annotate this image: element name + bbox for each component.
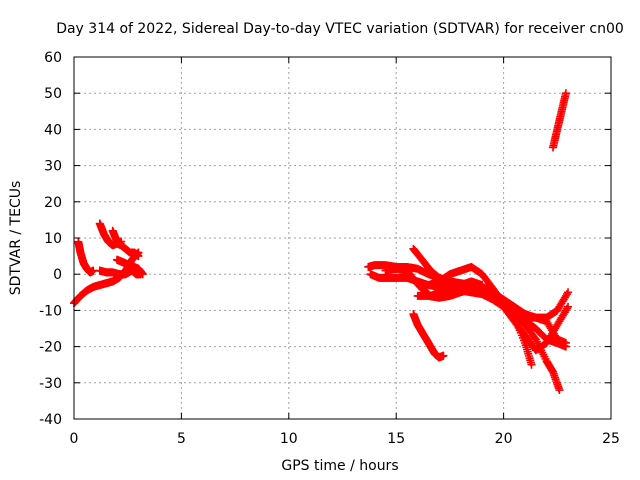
- series-arc-14: [456, 281, 573, 355]
- y-tick-label: 0: [53, 267, 62, 283]
- data-point: [555, 386, 564, 395]
- data-point: [527, 360, 536, 369]
- y-tick-label: 50: [44, 86, 62, 102]
- x-tick-label: 10: [280, 431, 298, 447]
- data-point: [564, 302, 573, 311]
- series-arc-6: [108, 226, 126, 246]
- series-arc-12: [409, 310, 448, 362]
- y-tick-label: -10: [39, 303, 62, 319]
- grid-lines: [74, 57, 611, 419]
- y-tick-label: 60: [44, 50, 62, 66]
- data-point: [561, 89, 570, 98]
- x-tick-label: 25: [602, 431, 620, 447]
- y-tick-label: 10: [44, 231, 62, 247]
- y-axis-label: SDTVAR / TECUs: [8, 181, 24, 296]
- y-tick-label: -20: [39, 340, 62, 356]
- data-point: [561, 342, 570, 351]
- x-tick-label: 20: [495, 431, 513, 447]
- x-tick-label: 15: [387, 431, 405, 447]
- data-point: [117, 237, 126, 246]
- y-tick-label: 40: [44, 122, 62, 138]
- series-arc-15: [549, 89, 570, 152]
- y-tick-label: -30: [39, 376, 62, 392]
- data-point: [134, 252, 143, 261]
- x-tick-label: 5: [177, 431, 186, 447]
- series-arc-2: [74, 237, 98, 277]
- y-tick-label: -40: [39, 412, 62, 428]
- y-tick-label: 20: [44, 195, 62, 211]
- y-tick-label: 30: [44, 159, 62, 175]
- series-arc-5: [112, 255, 147, 279]
- chart-title: Day 314 of 2022, Sidereal Day-to-day VTE…: [56, 21, 624, 37]
- data-point: [138, 270, 147, 279]
- data-point: [562, 290, 571, 299]
- x-axis-label: GPS time / hours: [281, 458, 398, 474]
- axis-ticks: 0 5 10 15 20 25 -40 -30 -20 -10 0 10 20 30 40 50 60: [39, 50, 620, 447]
- data-point: [564, 288, 573, 297]
- x-tick-label: 0: [70, 431, 79, 447]
- data-point: [562, 304, 571, 313]
- data-points: [70, 89, 573, 395]
- data-point: [439, 351, 448, 360]
